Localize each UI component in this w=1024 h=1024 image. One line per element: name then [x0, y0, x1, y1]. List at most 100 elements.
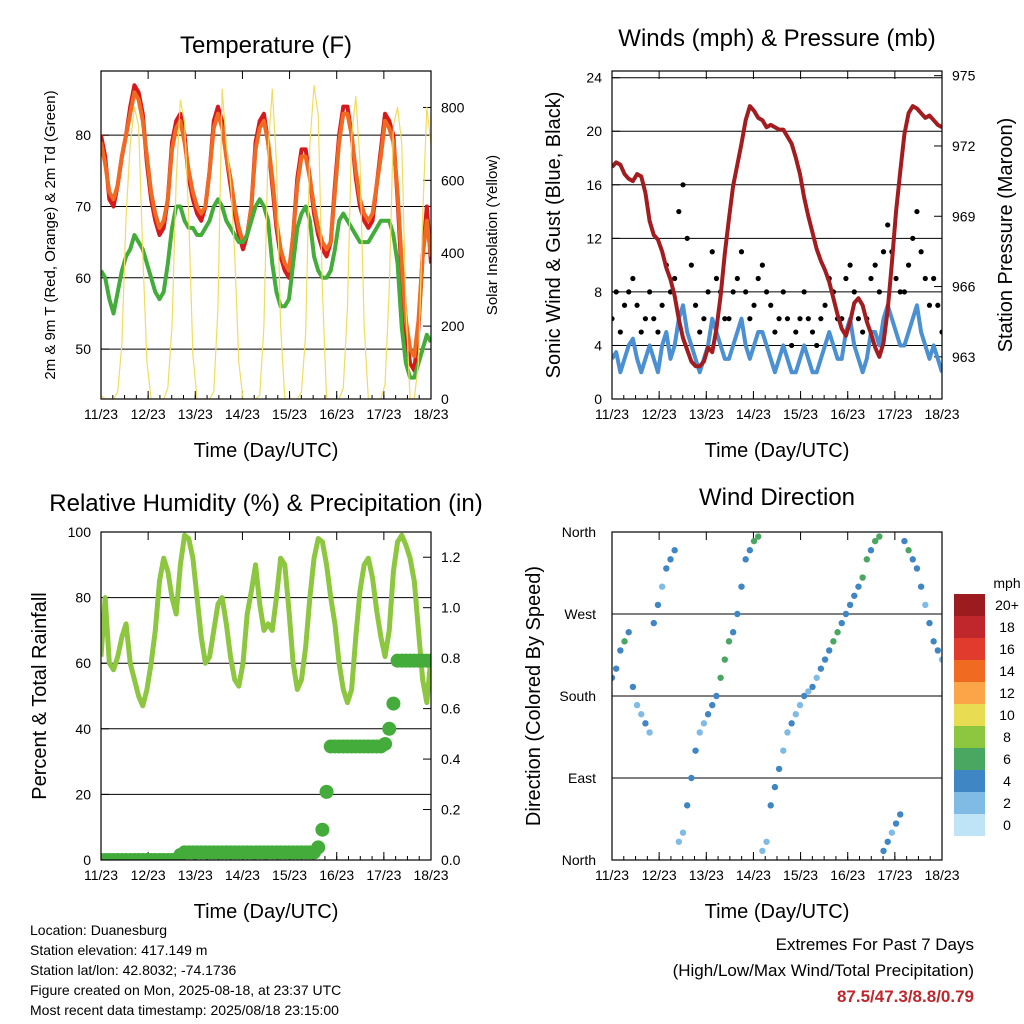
gust-point — [743, 289, 749, 295]
direction-point — [700, 720, 708, 727]
y-tick-label: 60 — [75, 270, 91, 286]
direction-point — [909, 556, 916, 563]
gust-point — [931, 275, 937, 282]
x-tick-label: 16/23 — [830, 406, 865, 422]
direction-point — [800, 692, 808, 700]
y-right-tick-label: 1.0 — [441, 600, 461, 616]
gust-point — [713, 275, 720, 282]
gust-point — [630, 275, 636, 282]
plot-frame — [100, 70, 432, 400]
x-tick-label: 15/23 — [783, 406, 818, 422]
x-tick-label: 15/23 — [272, 867, 307, 883]
plot-frame — [611, 531, 943, 861]
y-tick-label: 8 — [594, 284, 602, 300]
gust-point — [905, 262, 912, 268]
gust-point — [872, 262, 878, 268]
chart-title-2: Winds (mph) & Pressure (mb) — [618, 25, 935, 52]
y-right-axis-label: Solar Insolation (Yellow) — [484, 155, 501, 315]
extremes-subtitle: (High/Low/Max Wind/Total Precipitation) — [672, 961, 974, 980]
direction-point — [721, 656, 728, 663]
gust-point — [726, 316, 732, 322]
colorbar-swatch — [954, 682, 985, 704]
direction-point — [897, 811, 904, 818]
direction-point — [759, 847, 766, 855]
gust-point — [914, 208, 920, 215]
gust-point — [672, 275, 678, 282]
direction-point — [809, 683, 816, 691]
gust-point — [893, 275, 899, 282]
gust-point — [638, 329, 644, 335]
direction-point — [734, 610, 741, 618]
direction-point — [746, 547, 754, 554]
direction-point — [771, 783, 779, 791]
direction-point — [938, 656, 942, 663]
y-tick-label: East — [568, 770, 596, 786]
direction-point — [704, 711, 712, 718]
y-axis-label: Sonic Wind & Gust (Blue, Black) — [543, 92, 565, 379]
x-tick-label: 14/23 — [225, 406, 260, 422]
y-tick-label: 4 — [594, 337, 602, 353]
direction-point — [892, 820, 900, 827]
gust-point — [621, 302, 628, 308]
gust-point — [684, 235, 690, 241]
gust-point — [646, 289, 653, 295]
gust-point — [734, 275, 740, 282]
y-right-tick-label: 0.8 — [441, 650, 461, 666]
gust-point — [801, 289, 807, 295]
y-tick-label: 70 — [75, 198, 91, 214]
extremes-box: Extremes For Past 7 Days (High/Low/Max W… — [673, 932, 974, 1010]
x-tick-label: 13/23 — [178, 406, 213, 422]
gust-point — [789, 342, 795, 349]
x-tick-label: 18/23 — [924, 867, 959, 883]
direction-point — [934, 647, 942, 654]
gust-point — [776, 316, 782, 322]
gust-point — [880, 249, 887, 255]
y-right-tick-label: 0.2 — [441, 802, 461, 818]
gust-point — [738, 249, 745, 255]
x-axis-label: Time (Day/UTC) — [705, 440, 850, 462]
direction-point — [788, 720, 795, 727]
direction-point — [642, 720, 649, 727]
extremes-title: Extremes For Past 7 Days — [775, 935, 974, 954]
direction-point — [780, 747, 787, 754]
elevation-text: Station elevation: 417.149 m — [30, 942, 208, 958]
series-line-1 — [612, 303, 942, 375]
colorbar-label: 16 — [999, 641, 1015, 657]
gust-point — [692, 302, 699, 308]
y-tick-label: 20 — [586, 123, 602, 139]
direction-point — [625, 629, 632, 636]
x-tick-label: 18/23 — [413, 406, 448, 422]
x-tick-label: 13/23 — [178, 867, 213, 883]
direction-point — [612, 665, 620, 672]
chart-title-3: Relative Humidity (%) & Precipitation (i… — [49, 490, 482, 517]
chart-panel-1 — [100, 70, 432, 400]
gust-point — [868, 275, 874, 282]
direction-point — [725, 638, 733, 645]
gust-point — [926, 302, 933, 308]
y-right-tick-label: 600 — [441, 172, 465, 188]
chart-panel-3 — [100, 531, 432, 861]
precip-point — [319, 784, 334, 799]
x-tick-label: 11/23 — [595, 867, 629, 883]
gust-point — [910, 235, 916, 241]
direction-point — [888, 829, 896, 836]
precip-point — [315, 822, 330, 837]
x-axis-label: Time (Day/UTC) — [194, 440, 339, 462]
colorbar-label: 8 — [1003, 729, 1011, 745]
series-line-2 — [101, 90, 431, 359]
direction-point — [876, 533, 883, 540]
gust-point — [617, 329, 623, 335]
direction-point — [851, 592, 858, 599]
gust-point — [722, 316, 728, 322]
x-axis-label: Time (Day/UTC) — [194, 901, 339, 923]
y-right-tick-label: 400 — [441, 245, 465, 261]
y-axis-label: Percent & Total Rainfall — [29, 592, 51, 800]
direction-point — [917, 583, 925, 590]
x-tick-label: 17/23 — [366, 867, 401, 883]
created-text: Figure created on Mon, 2025-08-18, at 23… — [30, 982, 342, 998]
gust-point — [688, 262, 694, 268]
direction-point — [696, 729, 703, 736]
y-axis-label: Direction (Colored By Speed) — [523, 566, 545, 826]
series-group — [101, 83, 431, 399]
precip-point — [386, 696, 401, 711]
